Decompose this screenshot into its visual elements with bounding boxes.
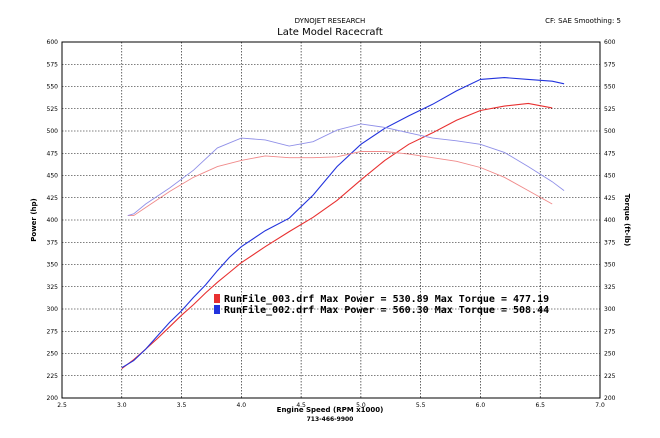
chart-title: Late Model Racecraft [277,27,383,38]
series-line-runfile-003-drfpower [121,102,553,370]
y-tick-label-right: 550 [604,84,616,91]
grid [61,41,601,399]
x-tick-label: 3.5 [177,402,187,409]
y-tick-label-right: 575 [604,61,616,68]
y-tick-label-right: 250 [604,351,616,358]
y-tick-label-left: 450 [47,173,59,180]
x-axis-label: Engine Speed (RPM x1000) [276,406,384,414]
company-name: DYNOJET RESEARCH [294,17,366,25]
y-tick-label-right: 450 [604,173,616,180]
y-tick-label-right: 200 [604,395,616,402]
y-tick-label-left: 425 [47,195,59,202]
plot-frame [61,41,601,399]
y-tick-label-left: 250 [47,351,59,358]
y-tick-label-right: 525 [604,106,616,113]
legend-swatch [214,305,220,314]
y-tick-label-right: 425 [604,195,616,202]
y-tick-label-left: 525 [47,106,59,113]
x-tick-label: 3.0 [117,402,127,409]
y-tick-label-left: 475 [47,150,59,157]
x-tick-label: 4.0 [237,402,247,409]
y-tick-label-left: 275 [47,328,59,335]
x-tick-label: 5.5 [416,402,426,409]
correction-factor-label: CF: SAE Smoothing: 5 [545,17,621,25]
y-axis-label-left: Power (hp) [30,198,38,242]
y-tick-label-right: 275 [604,328,616,335]
y-tick-label-left: 200 [47,395,59,402]
x-tick-label: 2.5 [57,402,67,409]
y-tick-label-left: 400 [47,217,59,224]
y-tick-label-left: 550 [47,84,59,91]
y-tick-label-left: 300 [47,306,59,313]
y-tick-label-left: 500 [47,128,59,135]
y-tick-label-right: 600 [604,39,616,46]
x-tick-label: 6.0 [476,402,486,409]
series-line-runfile-002-drfpower [121,77,565,369]
legend-entry: RunFile_003.drf Max Power = 530.89 Max T… [224,293,549,305]
y-tick-label-right: 350 [604,262,616,269]
legend-swatch [214,294,220,303]
series-line-runfile-002-drftorque [127,123,565,217]
y-tick-label-right: 300 [604,306,616,313]
x-tick-label: 5.0 [356,402,366,409]
y-tick-label-right: 225 [604,373,616,380]
y-tick-label-left: 325 [47,284,59,291]
y-tick-label-right: 325 [604,284,616,291]
legend-entry: RunFile_002.drf Max Power = 560.30 Max T… [224,304,549,316]
x-tick-label: 6.5 [535,402,545,409]
y-tick-label-left: 350 [47,262,59,269]
y-axis-label-right: Torque (ft-lb) [623,193,631,247]
y-tick-label-right: 500 [604,128,616,135]
y-tick-label-left: 600 [47,39,59,46]
y-tick-label-left: 375 [47,239,59,246]
y-tick-label-right: 475 [604,150,616,157]
y-tick-label-right: 400 [604,217,616,224]
y-tick-label-right: 375 [604,239,616,246]
x-tick-label: 7.0 [595,402,605,409]
series-line-runfile-003-drftorque [127,151,553,217]
phone-number: 713-466-9900 [306,416,354,423]
y-tick-label-left: 575 [47,61,59,68]
legend: RunFile_003.drf Max Power = 530.89 Max T… [214,293,549,316]
y-tick-label-left: 225 [47,373,59,380]
x-tick-label: 4.5 [296,402,306,409]
series-lines [121,77,565,370]
